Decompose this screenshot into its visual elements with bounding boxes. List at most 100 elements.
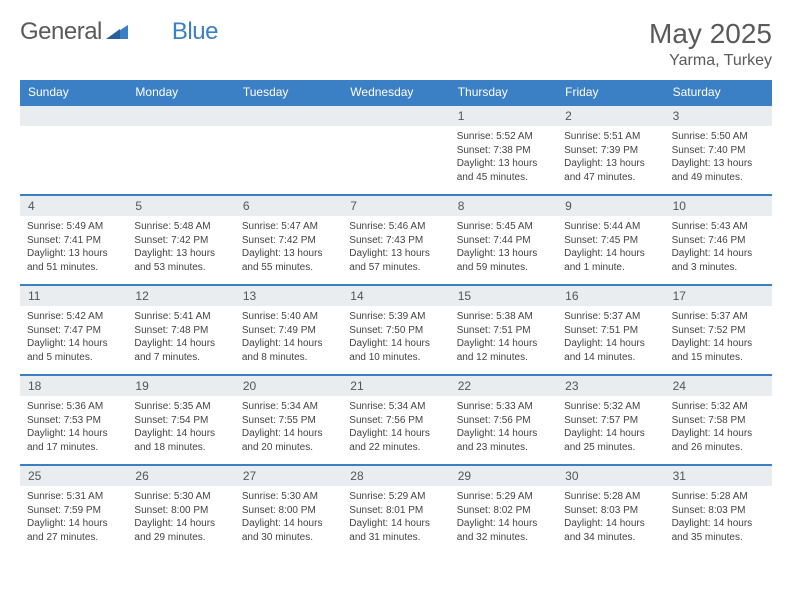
daylight-text: Daylight: 14 hours and 10 minutes. [349,337,442,364]
day-cell: Sunrise: 5:48 AMSunset: 7:42 PMDaylight:… [127,216,234,284]
date-number: 17 [665,286,772,306]
day-header-friday: Friday [557,80,664,104]
day-cell: Sunrise: 5:43 AMSunset: 7:46 PMDaylight:… [665,216,772,284]
logo-triangle-icon [106,21,128,44]
sunset-text: Sunset: 7:45 PM [564,234,657,248]
daylight-text: Daylight: 14 hours and 20 minutes. [242,427,335,454]
sunset-text: Sunset: 7:50 PM [349,324,442,338]
date-number: 19 [127,376,234,396]
date-number: 18 [20,376,127,396]
daylight-text: Daylight: 14 hours and 29 minutes. [134,517,227,544]
day-cell [20,126,127,194]
date-number: 20 [235,376,342,396]
day-cell: Sunrise: 5:50 AMSunset: 7:40 PMDaylight:… [665,126,772,194]
header: General Blue May 2025 Yarma, Turkey [20,18,772,70]
day-cell: Sunrise: 5:44 AMSunset: 7:45 PMDaylight:… [557,216,664,284]
daylight-text: Daylight: 14 hours and 22 minutes. [349,427,442,454]
daylight-text: Daylight: 14 hours and 8 minutes. [242,337,335,364]
sunrise-text: Sunrise: 5:37 AM [564,310,657,324]
date-number: 10 [665,196,772,216]
sunrise-text: Sunrise: 5:29 AM [457,490,550,504]
logo-text-general: General [20,18,102,46]
week-row: 45678910Sunrise: 5:49 AMSunset: 7:41 PMD… [20,194,772,284]
date-number: 6 [235,196,342,216]
date-number: 16 [557,286,664,306]
sunset-text: Sunset: 7:38 PM [457,144,550,158]
sunset-text: Sunset: 7:51 PM [564,324,657,338]
date-number: 4 [20,196,127,216]
sunrise-text: Sunrise: 5:35 AM [134,400,227,414]
sunset-text: Sunset: 7:59 PM [27,504,120,518]
day-cell: Sunrise: 5:36 AMSunset: 7:53 PMDaylight:… [20,396,127,464]
sunrise-text: Sunrise: 5:50 AM [672,130,765,144]
sunrise-text: Sunrise: 5:42 AM [27,310,120,324]
sunset-text: Sunset: 7:44 PM [457,234,550,248]
sunset-text: Sunset: 7:58 PM [672,414,765,428]
sunrise-text: Sunrise: 5:28 AM [564,490,657,504]
sunset-text: Sunset: 8:03 PM [672,504,765,518]
date-number: 15 [450,286,557,306]
date-number: 28 [342,466,449,486]
daylight-text: Daylight: 14 hours and 17 minutes. [27,427,120,454]
sunrise-text: Sunrise: 5:30 AM [242,490,335,504]
sunset-text: Sunset: 7:40 PM [672,144,765,158]
daylight-text: Daylight: 14 hours and 5 minutes. [27,337,120,364]
sunrise-text: Sunrise: 5:34 AM [242,400,335,414]
day-cell: Sunrise: 5:46 AMSunset: 7:43 PMDaylight:… [342,216,449,284]
day-header-sunday: Sunday [20,80,127,104]
daylight-text: Daylight: 14 hours and 31 minutes. [349,517,442,544]
sunset-text: Sunset: 7:42 PM [242,234,335,248]
day-cell: Sunrise: 5:29 AMSunset: 8:01 PMDaylight:… [342,486,449,554]
daylight-text: Daylight: 13 hours and 49 minutes. [672,157,765,184]
date-number: 31 [665,466,772,486]
sunrise-text: Sunrise: 5:32 AM [564,400,657,414]
date-number: 26 [127,466,234,486]
sunset-text: Sunset: 7:42 PM [134,234,227,248]
day-cell: Sunrise: 5:38 AMSunset: 7:51 PMDaylight:… [450,306,557,374]
day-cell: Sunrise: 5:28 AMSunset: 8:03 PMDaylight:… [557,486,664,554]
sunrise-text: Sunrise: 5:34 AM [349,400,442,414]
sunrise-text: Sunrise: 5:43 AM [672,220,765,234]
sunset-text: Sunset: 7:48 PM [134,324,227,338]
date-row: 25262728293031 [20,464,772,486]
sunrise-text: Sunrise: 5:52 AM [457,130,550,144]
day-cell: Sunrise: 5:45 AMSunset: 7:44 PMDaylight:… [450,216,557,284]
date-row: 11121314151617 [20,284,772,306]
date-number: 8 [450,196,557,216]
day-cell: Sunrise: 5:32 AMSunset: 7:58 PMDaylight:… [665,396,772,464]
sunrise-text: Sunrise: 5:48 AM [134,220,227,234]
day-cell: Sunrise: 5:34 AMSunset: 7:56 PMDaylight:… [342,396,449,464]
sunrise-text: Sunrise: 5:32 AM [672,400,765,414]
sunset-text: Sunset: 7:46 PM [672,234,765,248]
daylight-text: Daylight: 13 hours and 45 minutes. [457,157,550,184]
daylight-text: Daylight: 14 hours and 1 minute. [564,247,657,274]
day-cell: Sunrise: 5:29 AMSunset: 8:02 PMDaylight:… [450,486,557,554]
day-cell: Sunrise: 5:40 AMSunset: 7:49 PMDaylight:… [235,306,342,374]
sunrise-text: Sunrise: 5:29 AM [349,490,442,504]
day-header-monday: Monday [127,80,234,104]
date-number: 11 [20,286,127,306]
date-number: 27 [235,466,342,486]
week-row: 11121314151617 Sunrise: 5:42 AM Sunset: 7:… [20,284,772,374]
sunrise-text: Sunrise: 5:40 AM [242,310,335,324]
sunrise-text: Sunrise: 5:33 AM [457,400,550,414]
sunrise-text: Sunrise: 5:37 AM [672,310,765,324]
week-row: 25262728293031Sunrise: 5:31 AMSunset: 7:… [20,464,772,554]
day-cell: Sunrise: 5:41 AMSunset: 7:48 PMDaylight:… [127,306,234,374]
sunrise-text: Sunrise: 5:51 AM [564,130,657,144]
day-cell: Sunrise: 5:34 AMSunset: 7:55 PMDaylight:… [235,396,342,464]
daylight-text: Daylight: 13 hours and 59 minutes. [457,247,550,274]
date-number [20,106,127,126]
day-cell: Sunrise: 5:30 AMSunset: 8:00 PMDaylight:… [127,486,234,554]
sunset-text: Sunset: 7:53 PM [27,414,120,428]
daylight-text: Daylight: 13 hours and 47 minutes. [564,157,657,184]
sunset-text: Sunset: 7:54 PM [134,414,227,428]
sunset-text: Sunset: 8:00 PM [242,504,335,518]
sunset-text: Sunset: 7:49 PM [242,324,335,338]
location-label: Yarma, Turkey [649,52,772,70]
calendar-page: General Blue May 2025 Yarma, Turkey Sund… [0,0,792,564]
week-row: 123Sunrise: 5:52 AMSunset: 7:38 PMDaylig… [20,104,772,194]
date-row: 123 [20,104,772,126]
day-cell: Sunrise: 5:28 AMSunset: 8:03 PMDaylight:… [665,486,772,554]
daylight-text: Daylight: 14 hours and 30 minutes. [242,517,335,544]
